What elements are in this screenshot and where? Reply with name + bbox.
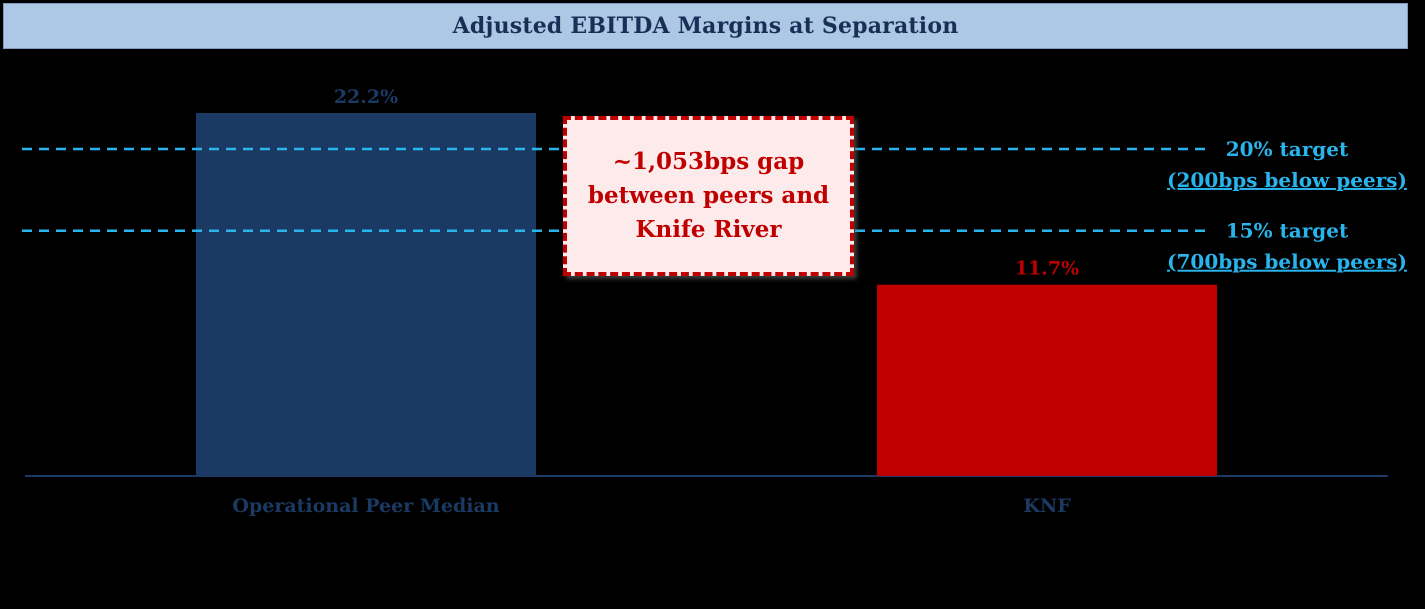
data-label-peer-median: 22.2% bbox=[334, 86, 398, 108]
bars-layer bbox=[196, 113, 1217, 476]
target-sublabel-20: (200bps below peers) bbox=[1167, 168, 1407, 192]
bar-peer-median bbox=[196, 113, 536, 476]
chart-title: Adjusted EBITDA Margins at Separation bbox=[452, 13, 959, 39]
bar-knf bbox=[877, 284, 1217, 476]
chart-title-bar: Adjusted EBITDA Margins at Separation bbox=[3, 3, 1408, 49]
target-sublabel-15: (700bps below peers) bbox=[1167, 250, 1407, 274]
gap-callout-box: ~1,053bps gap between peers and Knife Ri… bbox=[563, 116, 854, 276]
labels-layer: 22.2% Operational Peer Median 11.7% KNF bbox=[232, 86, 1079, 517]
data-label-knf: 11.7% bbox=[1015, 258, 1079, 280]
gap-callout-text: ~1,053bps gap between peers and Knife Ri… bbox=[587, 148, 830, 243]
category-label-knf: KNF bbox=[1023, 495, 1071, 517]
target-label-15: 15% target bbox=[1226, 219, 1349, 243]
target-label-20: 20% target bbox=[1226, 137, 1349, 161]
target-lines-layer: 20% target (200bps below peers) 15% target… bbox=[22, 137, 1407, 274]
category-label-peer-median: Operational Peer Median bbox=[232, 495, 499, 517]
